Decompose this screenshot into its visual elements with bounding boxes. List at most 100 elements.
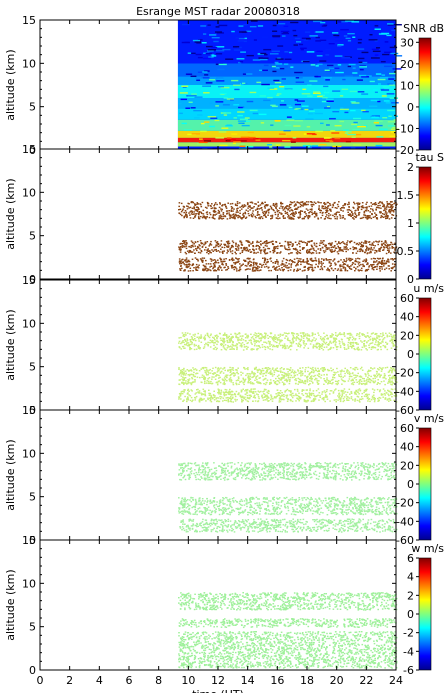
data-point [312, 371, 315, 374]
data-point [368, 370, 371, 372]
snr-cell [240, 136, 250, 139]
data-point [355, 393, 358, 395]
snr-cell [181, 85, 189, 87]
data-point [246, 394, 249, 397]
data-point [372, 210, 374, 212]
snr-cell [269, 146, 273, 148]
data-point [352, 399, 354, 401]
data-point [299, 203, 302, 206]
data-point [338, 214, 341, 216]
data-point [393, 266, 396, 268]
data-point [318, 252, 321, 254]
data-point [311, 371, 313, 374]
data-point [276, 367, 278, 369]
data-point [203, 378, 205, 380]
data-point [359, 389, 362, 392]
data-point [352, 368, 354, 370]
data-point [184, 374, 187, 376]
data-point [347, 372, 349, 375]
data-point [389, 381, 391, 384]
data-point [394, 247, 396, 249]
data-point [258, 341, 260, 343]
data-point [287, 374, 290, 377]
data-point [250, 333, 252, 335]
plot-area [40, 280, 398, 410]
snr-cell [191, 93, 197, 95]
data-point [231, 346, 233, 348]
data-point [347, 346, 350, 348]
data-point [224, 388, 227, 391]
data-point [253, 334, 255, 336]
data-point [219, 376, 221, 379]
data-point [385, 262, 387, 264]
snr-cell [354, 133, 362, 136]
data-point [356, 333, 358, 335]
snr-cell [327, 64, 334, 67]
data-point [362, 382, 365, 385]
data-point [361, 217, 363, 219]
data-point [184, 269, 186, 271]
data-point [297, 251, 299, 253]
data-point [182, 335, 184, 337]
data-point [287, 377, 290, 379]
data-point [380, 348, 382, 351]
data-point [217, 245, 220, 248]
data-point [380, 367, 382, 370]
data-point [327, 338, 329, 340]
snr-cell [394, 55, 403, 57]
snr-cell [383, 100, 390, 102]
snr-cell [364, 125, 368, 127]
data-point [264, 244, 267, 247]
data-point [201, 245, 204, 248]
data-point [384, 390, 386, 392]
data-point [225, 389, 228, 391]
data-point [287, 339, 289, 341]
data-point [361, 202, 364, 204]
data-point [365, 240, 368, 243]
data-point [228, 338, 231, 340]
data-point [275, 241, 278, 243]
data-point [193, 207, 195, 210]
data-point [217, 380, 220, 383]
data-point [349, 372, 351, 375]
snr-cell [257, 25, 264, 27]
snr-cell [316, 55, 323, 57]
data-point [360, 267, 363, 269]
data-point [263, 257, 266, 259]
data-point [375, 206, 378, 209]
snr-cell [347, 40, 352, 42]
data-point [274, 382, 277, 385]
snr-cell [351, 136, 356, 138]
data-point [289, 243, 291, 246]
data-point [305, 208, 308, 210]
data-point [253, 261, 255, 264]
data-point [181, 341, 184, 343]
data-point [225, 207, 228, 209]
data-point [298, 343, 301, 345]
data-point [323, 398, 325, 400]
data-point [264, 214, 266, 216]
data-point [286, 394, 289, 396]
data-point [306, 393, 308, 395]
data-point [279, 242, 281, 244]
data-point [384, 367, 387, 369]
data-point [302, 389, 305, 391]
snr-cell [375, 144, 383, 147]
data-point [315, 250, 317, 252]
snr-cell [345, 140, 351, 143]
data-point [200, 249, 203, 252]
data-point [297, 264, 299, 266]
data-point [270, 218, 272, 220]
data-point [192, 270, 194, 272]
data-point [178, 212, 181, 214]
data-point [365, 395, 368, 398]
data-point [356, 348, 359, 350]
data-point [333, 259, 335, 261]
data-point [345, 250, 347, 253]
snr-cell [319, 60, 327, 62]
data-point [217, 250, 220, 252]
snr-cell [209, 34, 217, 36]
snr-cell [356, 79, 363, 81]
data-point [289, 218, 292, 220]
data-point [362, 250, 364, 253]
